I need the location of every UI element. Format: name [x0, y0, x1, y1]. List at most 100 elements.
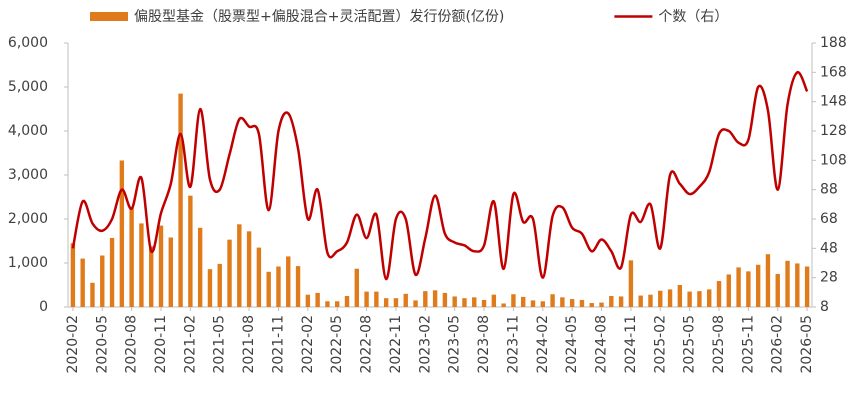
bar: [530, 300, 536, 307]
bar: [452, 296, 457, 307]
bar: [423, 291, 428, 307]
bar: [804, 266, 810, 307]
bar: [325, 301, 330, 307]
bar: [746, 271, 751, 307]
bar: [589, 303, 594, 307]
bar: [139, 223, 144, 307]
legend-label: 个数（右）: [658, 9, 728, 25]
bar: [295, 266, 301, 307]
bar: [227, 239, 232, 307]
y-tick-label: 1,000: [8, 255, 48, 271]
bar: [305, 294, 311, 307]
y2-tick-label: 128: [820, 123, 847, 139]
bar: [344, 296, 350, 307]
bar: [109, 237, 115, 307]
bar: [364, 291, 369, 307]
bar: [667, 289, 673, 307]
x-tick-label: 2020-11: [153, 315, 169, 374]
bar: [658, 290, 663, 307]
bar: [785, 260, 790, 307]
bar: [168, 237, 173, 307]
y2-tick-label: 68: [820, 211, 838, 227]
bar: [383, 298, 389, 307]
bar: [432, 290, 438, 307]
bar: [100, 255, 105, 307]
bar: [335, 301, 340, 307]
bar: [511, 294, 516, 307]
bar: [481, 299, 487, 307]
bar: [765, 254, 771, 307]
x-tick-label: 2021-11: [270, 315, 286, 374]
bar: [472, 297, 477, 307]
bar: [90, 282, 95, 307]
bar: [70, 243, 76, 307]
bar: [276, 266, 281, 307]
bar: [501, 303, 506, 307]
bar: [726, 274, 731, 307]
bar: [413, 300, 418, 307]
legend-swatch: [90, 12, 128, 21]
bar: [795, 263, 800, 307]
bar: [178, 93, 183, 307]
bar: [462, 298, 467, 307]
bar: [599, 302, 604, 307]
bar: [393, 298, 399, 307]
bar: [246, 231, 252, 307]
x-tick-label: 2024-05: [564, 315, 580, 374]
bar: [638, 295, 643, 307]
bar: [119, 160, 125, 307]
bar: [217, 263, 222, 307]
y-tick-label: 3,000: [8, 167, 48, 183]
bar: [569, 299, 575, 307]
x-tick-label: 2023-05: [447, 315, 463, 374]
bar: [618, 296, 624, 307]
bar: [315, 292, 320, 307]
y2-tick-label: 148: [820, 94, 847, 110]
bar: [521, 296, 526, 307]
bar: [188, 195, 193, 307]
y2-tick-label: 88: [820, 182, 838, 198]
y2-tick-label: 8: [820, 299, 829, 315]
x-tick-label: 2021-05: [212, 315, 228, 374]
x-tick-label: 2025-08: [711, 315, 727, 374]
bar: [560, 297, 565, 307]
x-tick-label: 2022-05: [329, 315, 345, 374]
y2-tick-label: 48: [820, 240, 838, 256]
bar: [442, 292, 448, 307]
bar: [197, 227, 203, 307]
bar: [648, 294, 653, 307]
bar: [697, 291, 702, 307]
line: [71, 71, 809, 281]
bar: [237, 224, 242, 307]
x-tick-label: 2022-02: [300, 315, 316, 374]
x-tick-label: 2022-11: [388, 315, 404, 374]
bar: [129, 207, 134, 307]
x-tick-label: 2026-02: [770, 315, 786, 374]
x-tick-label: 2024-08: [594, 315, 610, 374]
bar: [354, 268, 359, 307]
y-tick-label: 4,000: [8, 123, 48, 139]
bar: [286, 256, 291, 307]
bar: [716, 281, 722, 307]
x-tick-label: 2020-02: [65, 315, 81, 374]
bar: [579, 299, 585, 307]
bar: [80, 258, 85, 307]
bar: [609, 296, 614, 307]
x-tick-label: 2023-08: [476, 315, 492, 374]
bar: [736, 267, 741, 307]
legend-label: 偏股型基金（股票型+偏股混合+灵活配置）发行份额(亿份): [134, 8, 504, 25]
bar: [491, 294, 497, 307]
y2-tick-label: 108: [820, 152, 847, 168]
bar: [256, 247, 262, 307]
bar: [628, 260, 634, 307]
x-tick-label: 2024-02: [535, 315, 551, 374]
bar: [540, 301, 545, 307]
bar: [707, 289, 712, 307]
bar: [755, 264, 761, 307]
y-tick-label: 0: [39, 299, 48, 315]
x-tick-label: 2023-02: [417, 315, 433, 374]
x-tick-label: 2020-05: [94, 315, 110, 374]
bar: [266, 271, 271, 307]
bar: [775, 274, 780, 307]
x-tick-label: 2021-08: [241, 315, 257, 374]
